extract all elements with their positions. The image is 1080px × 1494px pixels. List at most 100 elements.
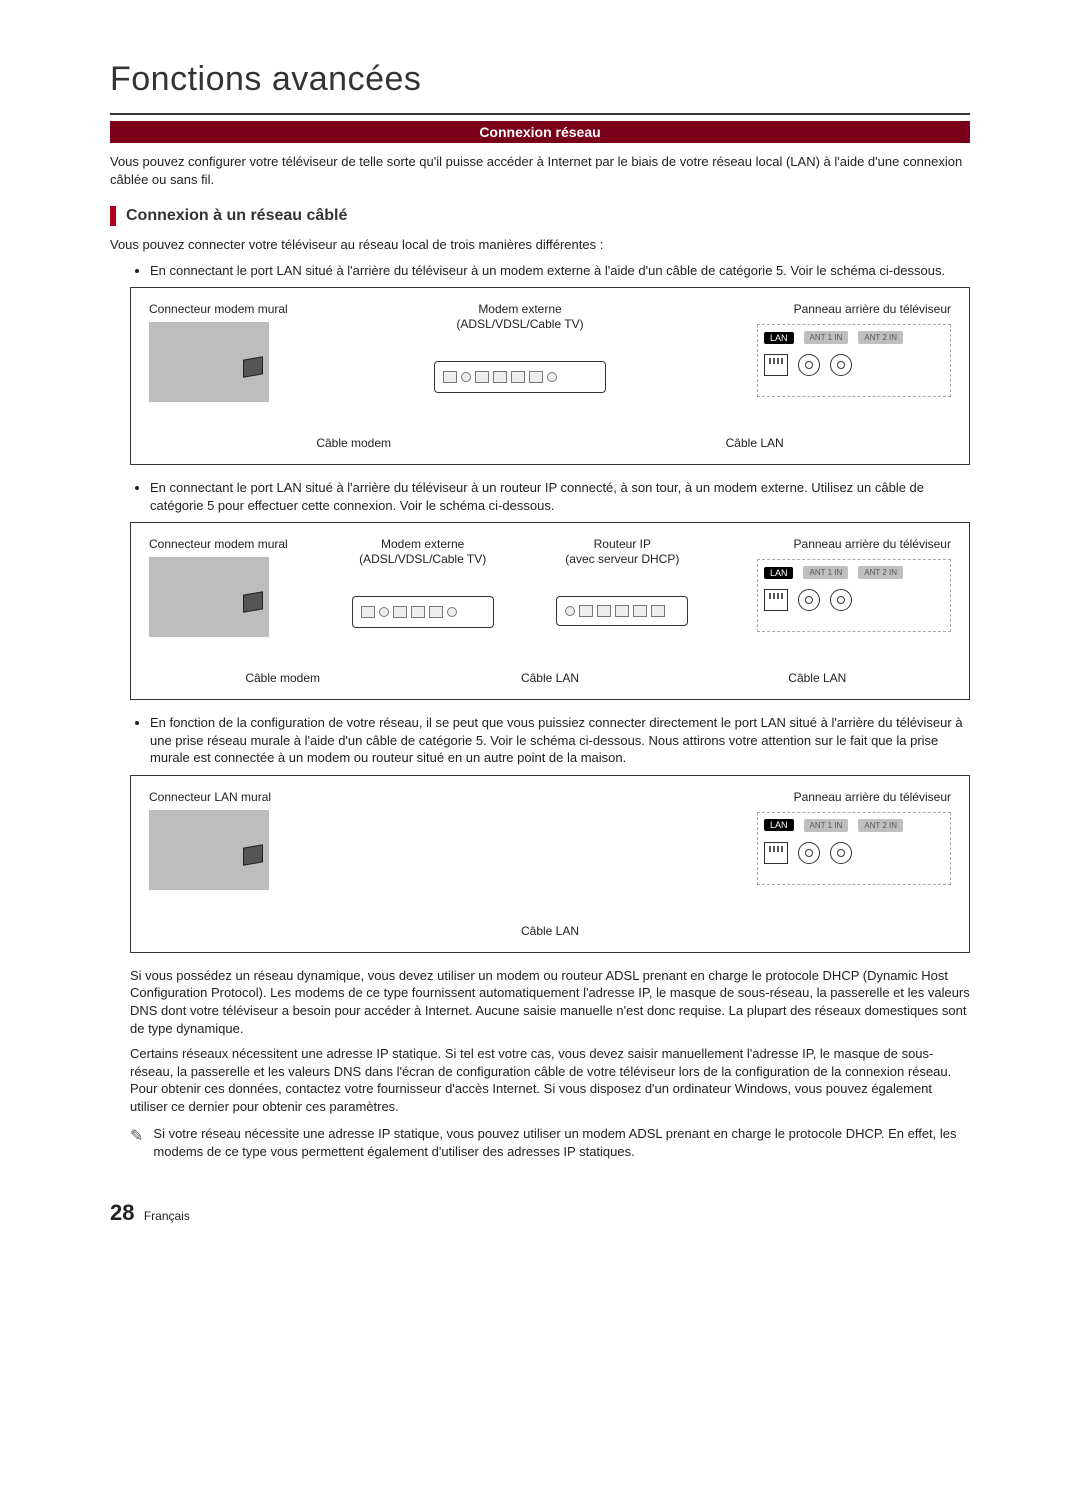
wall-jack-icon xyxy=(243,356,263,378)
bullet-list: En fonction de la configuration de votre… xyxy=(110,714,970,767)
tv-back-icon: LAN ANT 1 IN ANT 2 IN xyxy=(757,559,951,632)
port-icon xyxy=(493,371,507,383)
lead-text: Vous pouvez connecter votre téléviseur a… xyxy=(110,236,970,254)
port-icon xyxy=(547,372,557,382)
port-icon xyxy=(447,607,457,617)
ant-badge: ANT 2 IN xyxy=(858,819,903,832)
wall-shape-icon xyxy=(149,810,269,890)
tv-port-row xyxy=(764,842,944,864)
router-label: Routeur IP (avec serveur DHCP) xyxy=(556,537,688,566)
diagram-2: Connecteur modem mural Modem externe (AD… xyxy=(130,522,970,700)
wall-block: Connecteur modem mural xyxy=(149,537,289,637)
wall-block: Connecteur LAN mural xyxy=(149,790,289,890)
port-icon xyxy=(429,606,443,618)
page-number: 28 xyxy=(110,1200,134,1225)
list-item: En fonction de la configuration de votre… xyxy=(150,714,970,767)
port-icon xyxy=(511,371,525,383)
port-icon xyxy=(579,605,593,617)
router-sub: (avec serveur DHCP) xyxy=(565,552,679,566)
modem-ports-icon xyxy=(443,368,597,386)
list-item: En connectant le port LAN situé à l'arri… xyxy=(150,479,970,514)
port-icon xyxy=(529,371,543,383)
coax-port-icon xyxy=(830,354,852,376)
modem-title: Modem externe xyxy=(381,537,464,551)
modem-label: Modem externe (ADSL/VDSL/Cable TV) xyxy=(434,302,606,331)
cable-label: Câble LAN xyxy=(521,924,579,938)
lan-port-icon xyxy=(764,589,788,611)
coax-port-icon xyxy=(830,842,852,864)
tv-back-icon: LAN ANT 1 IN ANT 2 IN xyxy=(757,812,951,885)
port-icon xyxy=(361,606,375,618)
port-icon xyxy=(393,606,407,618)
router-box-icon xyxy=(556,596,688,626)
wall-label: Connecteur LAN mural xyxy=(149,790,289,804)
tv-badge-row: LAN ANT 1 IN ANT 2 IN xyxy=(764,819,944,832)
modem-label: Modem externe (ADSL/VDSL/Cable TV) xyxy=(352,537,494,566)
coax-port-icon xyxy=(798,354,820,376)
tv-badge-row: LAN ANT 1 IN ANT 2 IN xyxy=(764,331,944,344)
wall-jack-icon xyxy=(243,592,263,614)
lan-badge: LAN xyxy=(764,567,794,579)
modem-sub: (ADSL/VDSL/Cable TV) xyxy=(359,552,486,566)
tv-panel-label: Panneau arrière du téléviseur xyxy=(751,302,951,316)
diagram-1: Connecteur modem mural Modem externe (AD… xyxy=(130,287,970,465)
list-item: En connectant le port LAN situé à l'arri… xyxy=(150,262,970,280)
ant-badge: ANT 1 IN xyxy=(803,566,848,579)
lan-port-icon xyxy=(764,354,788,376)
tv-panel: Panneau arrière du téléviseur LAN ANT 1 … xyxy=(751,537,951,632)
cable-label: Câble LAN xyxy=(684,671,951,685)
subheading-row: Connexion à un réseau câblé xyxy=(110,206,970,226)
cable-label: Câble LAN xyxy=(416,671,683,685)
tv-panel: Panneau arrière du téléviseur LAN ANT 1 … xyxy=(751,302,951,397)
wall-shape-icon xyxy=(149,557,269,637)
bullet-list: En connectant le port LAN situé à l'arri… xyxy=(110,262,970,280)
port-icon xyxy=(443,371,457,383)
page-footer: 28 Français xyxy=(110,1200,970,1226)
paragraph-dhcp: Si vous possédez un réseau dynamique, vo… xyxy=(130,967,970,1037)
paragraph-static: Certains réseaux nécessitent une adresse… xyxy=(130,1045,970,1115)
tv-port-row xyxy=(764,589,944,611)
port-icon xyxy=(633,605,647,617)
cable-label: Câble modem xyxy=(149,671,416,685)
wall-jack-icon xyxy=(243,844,263,866)
modem-device: Modem externe (ADSL/VDSL/Cable TV) xyxy=(434,302,606,393)
wall-block: Connecteur modem mural xyxy=(149,302,289,402)
modem-box-icon xyxy=(352,596,494,628)
tv-panel-label: Panneau arrière du téléviseur xyxy=(751,537,951,551)
lan-port-icon xyxy=(764,842,788,864)
router-device: Routeur IP (avec serveur DHCP) xyxy=(556,537,688,626)
section-bar: Connexion réseau xyxy=(110,121,970,143)
port-icon xyxy=(475,371,489,383)
coax-port-icon xyxy=(830,589,852,611)
router-title: Routeur IP xyxy=(594,537,651,551)
cable-labels: Câble LAN xyxy=(149,924,951,938)
coax-port-icon xyxy=(798,589,820,611)
ant-badge: ANT 2 IN xyxy=(858,566,903,579)
lan-badge: LAN xyxy=(764,819,794,831)
port-icon xyxy=(411,606,425,618)
modem-ports-icon xyxy=(361,603,485,621)
modem-title: Modem externe xyxy=(478,302,561,316)
tv-badge-row: LAN ANT 1 IN ANT 2 IN xyxy=(764,566,944,579)
modem-box-icon xyxy=(434,361,606,393)
tv-port-row xyxy=(764,354,944,376)
modem-device: Modem externe (ADSL/VDSL/Cable TV) xyxy=(352,537,494,628)
cable-label: Câble LAN xyxy=(726,436,784,450)
note-row: ✎ Si votre réseau nécessite une adresse … xyxy=(130,1125,970,1160)
port-icon xyxy=(651,605,665,617)
diagram-3: Connecteur LAN mural Panneau arrière du … xyxy=(130,775,970,953)
cable-label: Câble modem xyxy=(316,436,391,450)
port-icon xyxy=(461,372,471,382)
tv-back-icon: LAN ANT 1 IN ANT 2 IN xyxy=(757,324,951,397)
diagram-row: Connecteur modem mural Modem externe (AD… xyxy=(149,302,951,402)
diagram-row: Connecteur modem mural Modem externe (AD… xyxy=(149,537,951,637)
modem-sub: (ADSL/VDSL/Cable TV) xyxy=(456,317,583,331)
page-lang: Français xyxy=(144,1209,190,1223)
intro-text: Vous pouvez configurer votre téléviseur … xyxy=(110,153,970,188)
bullet-list: En connectant le port LAN situé à l'arri… xyxy=(110,479,970,514)
title-rule xyxy=(110,113,970,115)
coax-port-icon xyxy=(798,842,820,864)
port-icon xyxy=(597,605,611,617)
port-icon xyxy=(379,607,389,617)
port-icon xyxy=(565,606,575,616)
